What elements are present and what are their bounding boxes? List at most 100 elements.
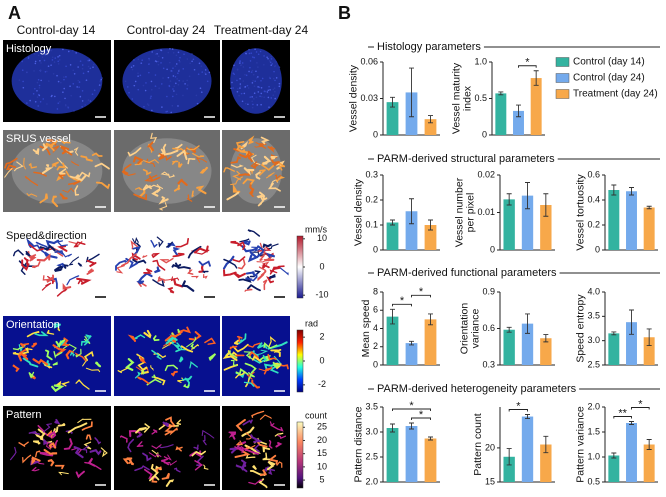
- vessel: [33, 171, 47, 177]
- vessel: [34, 331, 49, 337]
- vessel: [140, 369, 145, 375]
- vessel: [23, 157, 26, 170]
- stain: [239, 64, 242, 67]
- stain: [232, 72, 235, 75]
- vessel: [182, 384, 190, 389]
- stain: [182, 80, 184, 82]
- stain: [172, 75, 175, 77]
- stain: [56, 108, 59, 110]
- vessel: [252, 251, 266, 257]
- y-tick-label: 0: [373, 244, 378, 254]
- vessel: [39, 145, 51, 156]
- stain: [230, 87, 232, 90]
- vessel: [167, 173, 176, 178]
- stain: [186, 84, 189, 86]
- vessel: [51, 195, 59, 208]
- stain: [200, 91, 203, 93]
- y-axis-label: Pattern distance: [352, 406, 364, 482]
- vessel: [79, 171, 91, 178]
- stain: [175, 93, 178, 96]
- vessel: [149, 474, 160, 482]
- stain: [156, 52, 158, 55]
- stain: [45, 70, 48, 73]
- vessel: [55, 339, 66, 349]
- vessel: [43, 251, 58, 259]
- stain: [22, 86, 25, 89]
- stain: [73, 110, 75, 112]
- y-tick-label: 3.0: [587, 335, 600, 345]
- stain: [63, 78, 65, 81]
- image-panel: [114, 316, 220, 396]
- stain: [244, 73, 246, 76]
- stain: [78, 81, 81, 83]
- stain: [252, 73, 255, 76]
- vessel: [230, 176, 243, 186]
- colorbar: [296, 421, 304, 489]
- vessel: [89, 448, 102, 456]
- vessel: [151, 188, 161, 197]
- stain: [154, 53, 157, 55]
- stain: [243, 92, 246, 95]
- vessel: [151, 374, 157, 379]
- stain: [148, 57, 150, 60]
- stain: [241, 62, 244, 64]
- vessel: [258, 478, 268, 489]
- vessel: [252, 465, 257, 470]
- vessel: [270, 424, 284, 432]
- error-bar: [525, 414, 530, 420]
- stain: [267, 57, 269, 60]
- stain: [201, 71, 204, 73]
- vessel: [242, 240, 251, 246]
- vessel: [236, 446, 245, 454]
- stain: [133, 59, 135, 61]
- error-bar: [506, 193, 512, 206]
- vessel: [257, 196, 264, 207]
- vessel: [159, 257, 174, 264]
- stain: [143, 105, 145, 108]
- stain: [52, 72, 55, 75]
- vessel: [26, 192, 38, 197]
- vessel: [134, 465, 150, 472]
- vessel: [13, 161, 24, 172]
- y-tick-label: 0.1: [365, 219, 378, 229]
- vessel: [262, 243, 272, 248]
- stain: [278, 85, 281, 88]
- vessel: [174, 143, 183, 149]
- vessel: [189, 361, 198, 369]
- stain: [233, 64, 235, 67]
- vessel: [232, 183, 241, 193]
- stain: [65, 76, 67, 78]
- vessel: [48, 439, 59, 449]
- stain: [186, 79, 188, 82]
- vessel: [5, 164, 17, 171]
- vessel: [46, 164, 50, 168]
- stain: [239, 77, 241, 80]
- vessel: [243, 381, 255, 388]
- stain: [69, 64, 72, 66]
- stain: [40, 62, 42, 64]
- section-title: PARM-derived structural parameters: [377, 153, 555, 165]
- vessel: [160, 171, 169, 176]
- vessel: [31, 466, 40, 472]
- legend-swatch: [555, 73, 570, 83]
- stain: [240, 92, 243, 95]
- vessel: [198, 260, 211, 267]
- vessel: [270, 348, 282, 353]
- significance-label: *: [516, 400, 521, 412]
- vessel: [169, 427, 178, 436]
- stain: [62, 91, 64, 94]
- error-bar: [409, 198, 414, 225]
- y-tick-label: 3.0: [365, 426, 378, 436]
- significance-bracket: [392, 303, 412, 307]
- vessel: [176, 419, 182, 426]
- vessel: [132, 258, 147, 264]
- vessel: [63, 438, 73, 450]
- panel-label: A: [8, 3, 21, 23]
- row-label: Orientation: [6, 319, 60, 331]
- y-tick-label: 0: [373, 129, 378, 139]
- vessel: [253, 444, 260, 453]
- error-bar: [611, 184, 617, 196]
- stain: [89, 67, 92, 70]
- stain: [257, 86, 259, 88]
